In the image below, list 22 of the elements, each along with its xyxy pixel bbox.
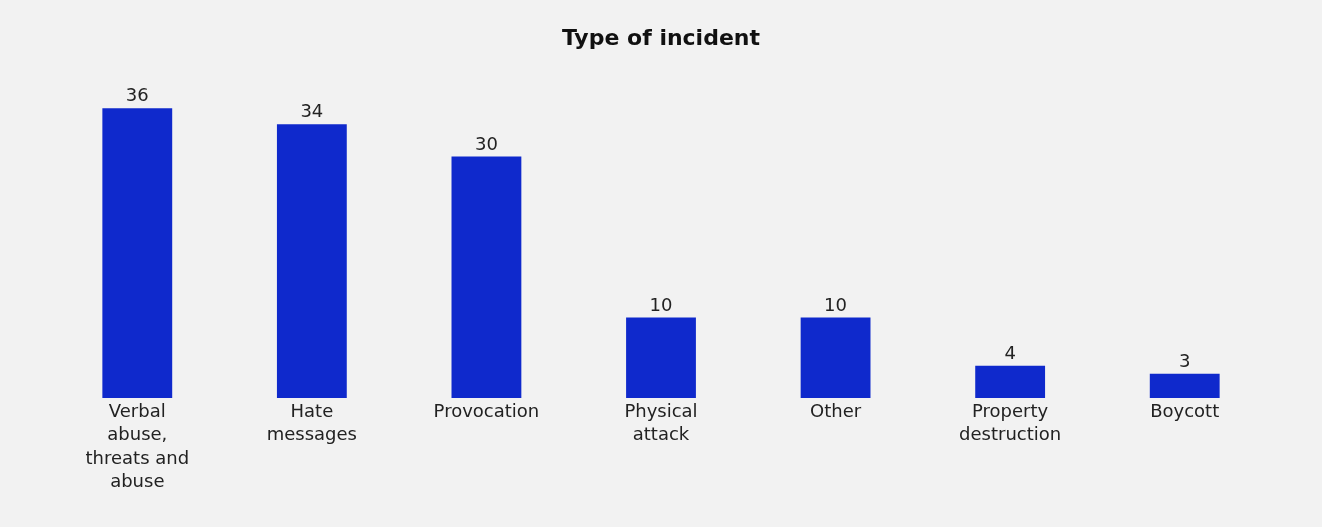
- data-label: 34: [300, 100, 324, 122]
- bar: [276, 124, 347, 398]
- bar: [451, 156, 522, 398]
- bar: [626, 317, 696, 398]
- bar: [975, 365, 1046, 398]
- x-tick-label: Verbal abuse, threats and abuse: [85, 400, 190, 492]
- data-label: 30: [474, 132, 498, 154]
- data-label: 4: [1004, 341, 1016, 363]
- data-label: 3: [1178, 349, 1191, 371]
- x-tick-label: Property destruction: [959, 400, 1062, 445]
- data-label: 10: [649, 293, 673, 315]
- x-tick-label: Other: [810, 400, 862, 421]
- data-label: 36: [125, 84, 149, 106]
- x-tick-label: Provocation: [433, 400, 540, 421]
- data-label: 10: [824, 293, 848, 315]
- bar: [102, 108, 173, 398]
- x-tick-label: Hate messages: [266, 400, 357, 445]
- bar: [1149, 373, 1220, 398]
- chart-title: Type of incident: [561, 24, 761, 50]
- bar: [800, 317, 871, 398]
- x-tick-label: Boycott: [1150, 400, 1220, 421]
- x-tick-label: Physical attack: [624, 400, 698, 445]
